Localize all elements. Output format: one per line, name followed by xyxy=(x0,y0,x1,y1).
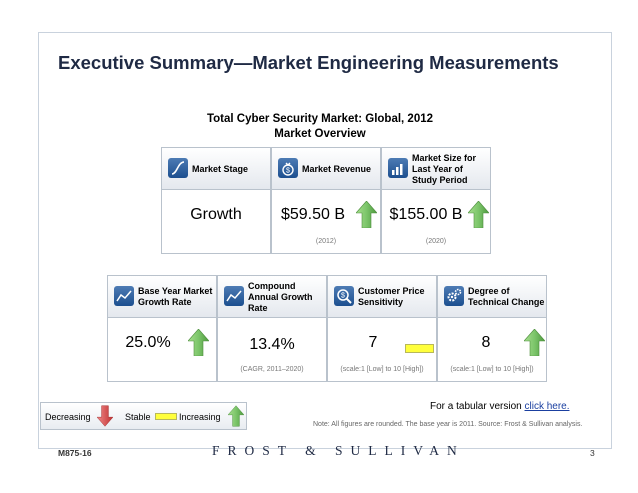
s-curve-icon xyxy=(168,158,188,178)
trend-line-icon xyxy=(114,286,134,306)
market-revenue-card: $ Market Revenue $59.50 B (2012) xyxy=(271,147,381,254)
base-year-growth-card: Base Year Market Growth Rate 25.0% xyxy=(107,275,217,382)
svg-text:$: $ xyxy=(341,293,345,300)
card-header: $ Market Revenue xyxy=(272,148,380,190)
magnifier-dollar-icon: $ xyxy=(334,286,354,306)
tabular-version-link[interactable]: click here. xyxy=(524,401,570,412)
cagr-card: Compound Annual Growth Rate 13.4% (CAGR,… xyxy=(217,275,327,382)
card-header: Base Year Market Growth Rate xyxy=(108,276,216,318)
technical-change-card: Degree of Technical Change 8 (scale:1 [L… xyxy=(437,275,547,382)
increasing-arrow-icon xyxy=(227,404,245,430)
card-header: $ Customer Price Sensitivity xyxy=(328,276,436,318)
card-label: Market Revenue xyxy=(302,163,372,174)
page-number: 3 xyxy=(590,448,595,458)
card-header: Market Size for Last Year of Study Perio… xyxy=(382,148,490,190)
card-value: 25.0% xyxy=(125,334,171,351)
card-note: (CAGR, 2011–2020) xyxy=(240,366,304,373)
subtitle-overview: Market Overview xyxy=(274,128,366,140)
chart-subtitle: Total Cyber Security Market: Global, 201… xyxy=(160,112,480,142)
card-header: Market Stage xyxy=(162,148,270,190)
card-label: Market Size for Last Year of Study Perio… xyxy=(412,152,477,185)
tabular-prefix: For a tabular version xyxy=(430,401,525,412)
card-note: (2020) xyxy=(425,238,447,245)
price-sensitivity-card: $ Customer Price Sensitivity 7 (scale:1 … xyxy=(327,275,437,382)
card-label: Compound Annual Growth Rate xyxy=(248,280,313,313)
legend-increasing-label: Increasing xyxy=(179,412,221,422)
card-value: Growth xyxy=(190,206,242,223)
card-header: Degree of Technical Change xyxy=(438,276,546,318)
market-size-card: Market Size for Last Year of Study Perio… xyxy=(381,147,491,254)
card-note: (scale:1 [Low] to 10 [High]) xyxy=(450,366,534,373)
card-note: (2012) xyxy=(315,238,337,245)
increasing-arrow-icon xyxy=(187,328,210,361)
money-bag-icon: $ xyxy=(278,158,298,178)
slide-title: Executive Summary—Market Engineering Mea… xyxy=(58,52,559,73)
source-footnote: Note: All figures are rounded. The base … xyxy=(313,421,583,428)
stable-indicator xyxy=(405,344,434,353)
tabular-version-line: For a tabular version click here. xyxy=(430,401,570,412)
card-value: 13.4% xyxy=(249,336,295,353)
gears-icon xyxy=(444,286,464,306)
bar-chart-icon xyxy=(388,158,408,178)
legend-stable-label: Stable xyxy=(125,412,151,422)
card-label: Customer Price Sensitivity xyxy=(358,286,425,307)
legend-decreasing-label: Decreasing xyxy=(45,412,91,422)
frost-sullivan-logo: FROST & SULLIVAN xyxy=(212,443,465,458)
stable-indicator xyxy=(155,413,177,420)
document-code: M875-16 xyxy=(58,448,92,458)
increasing-arrow-icon xyxy=(467,200,490,233)
card-value: $59.50 B xyxy=(280,206,346,223)
card-value: 8 xyxy=(481,334,491,351)
card-note: (scale:1 [Low] to 10 [High]) xyxy=(340,366,424,373)
decreasing-arrow-icon xyxy=(96,404,114,430)
card-label: Market Stage xyxy=(192,163,249,174)
card-value: 7 xyxy=(368,334,378,351)
increasing-arrow-icon xyxy=(355,200,378,233)
svg-text:$: $ xyxy=(286,168,290,175)
trend-legend: Decreasing Stable Increasing xyxy=(40,402,247,430)
slide-frame xyxy=(38,32,612,449)
card-label: Degree of Technical Change xyxy=(468,286,545,307)
card-header: Compound Annual Growth Rate xyxy=(218,276,326,318)
subtitle-market: Total Cyber Security Market: Global, 201… xyxy=(206,113,434,125)
market-stage-card: Market Stage Growth xyxy=(161,147,271,254)
increasing-arrow-icon xyxy=(523,328,546,361)
card-value: $155.00 B xyxy=(389,206,463,223)
trend-line-icon xyxy=(224,286,244,306)
card-label: Base Year Market Growth Rate xyxy=(138,286,213,307)
